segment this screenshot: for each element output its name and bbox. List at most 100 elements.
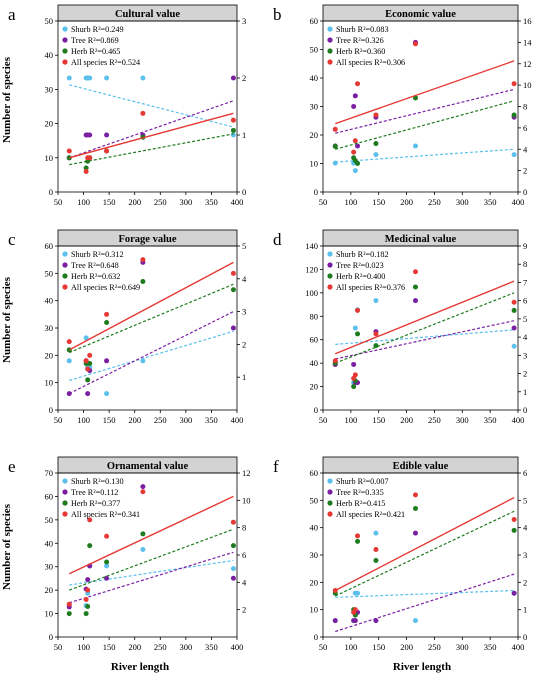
legend-marker-all-species [62, 59, 68, 65]
x-tick-label: 50 [319, 642, 328, 652]
x-tick-label: 50 [319, 197, 328, 207]
point-shurb [87, 75, 93, 81]
point-tree [355, 143, 361, 149]
point-herb [104, 320, 110, 326]
point-all-species [332, 358, 338, 364]
point-herb [66, 611, 72, 617]
y-tick-label: 60 [45, 241, 54, 251]
legend-label-all-species: All species R²=0.306 [336, 58, 405, 67]
point-shurb [373, 298, 379, 304]
y-tick-label: 10 [310, 605, 319, 615]
point-herb [373, 343, 379, 349]
legend-label-shurb: Shurb R²=0.312 [71, 250, 124, 259]
panel-letter: c [8, 230, 16, 249]
y2-tick-label: 1 [523, 387, 527, 397]
trend-line-all-species [334, 280, 515, 355]
point-all-species [140, 110, 146, 116]
y-tick-label: 30 [45, 323, 54, 333]
point-herb [140, 531, 146, 537]
point-herb [412, 506, 418, 512]
legend-label-tree: Tree R²=0.335 [336, 488, 384, 497]
point-tree [352, 93, 358, 99]
point-all-species [352, 372, 358, 378]
point-herb [412, 284, 418, 290]
legend-marker-herb [327, 273, 333, 279]
point-shurb [511, 152, 517, 158]
legend-label-all-species: All species R²=0.376 [336, 283, 405, 292]
x-tick-label: 200 [128, 415, 141, 425]
point-herb [83, 611, 89, 617]
trend-line-tree [335, 88, 515, 134]
x-tick-label: 50 [54, 642, 63, 652]
trend-line-herb [69, 133, 234, 166]
x-tick-label: 100 [77, 642, 90, 652]
y-tick-label: 50 [310, 495, 319, 505]
point-herb [511, 527, 517, 533]
legend-label-shurb: Shurb R²=0.182 [336, 250, 389, 259]
point-herb [230, 287, 236, 293]
point-shurb [104, 563, 110, 569]
y2-tick-label: 5 [523, 314, 527, 324]
y-tick-label: 40 [45, 296, 54, 306]
xlabel-right: River length [393, 661, 451, 673]
legend-marker-herb [327, 500, 333, 506]
point-all-species [373, 331, 379, 337]
point-tree [104, 358, 110, 364]
point-tree [140, 484, 146, 490]
x-tick-label: 250 [154, 415, 167, 425]
point-all-species [87, 352, 93, 358]
legend-label-all-species: All species R²=0.524 [71, 58, 140, 67]
point-tree [104, 575, 110, 581]
x-tick-label: 300 [179, 642, 192, 652]
point-herb [332, 143, 338, 149]
point-tree [412, 298, 418, 304]
x-tick-label: 50 [54, 415, 63, 425]
point-herb [104, 559, 110, 565]
y2-tick-label: 3 [523, 550, 527, 560]
plot-frame [322, 245, 519, 411]
legend-label-herb: Herb R²=0.632 [71, 272, 120, 281]
trend-line-herb [69, 528, 234, 591]
point-tree [230, 575, 236, 581]
y2-tick-label: 12 [523, 59, 532, 69]
legend-marker-tree [62, 489, 68, 495]
legend-marker-herb [62, 273, 68, 279]
point-herb [351, 384, 357, 390]
legend-marker-shurb [327, 26, 333, 32]
point-tree [511, 590, 517, 596]
point-all-species [104, 533, 110, 539]
legend-marker-shurb [62, 478, 68, 484]
point-shurb [352, 168, 358, 174]
legend-label-tree: Tree R²=0.023 [336, 261, 384, 270]
trend-line-all-species [335, 60, 515, 125]
point-all-species [511, 299, 517, 305]
x-tick-label: 250 [428, 642, 441, 652]
x-tick-label: 50 [54, 197, 63, 207]
point-tree [104, 132, 110, 138]
y2-tick-label: 6 [242, 550, 246, 560]
x-tick-label: 400 [231, 197, 244, 207]
x-tick-label: 100 [77, 197, 90, 207]
legend-label-all-species: All species R²=0.341 [71, 510, 140, 519]
point-tree [85, 391, 91, 397]
y2-tick-label: 2 [523, 166, 527, 176]
legend-label-tree: Tree R²=0.869 [71, 36, 119, 45]
legend-label-herb: Herb R²=0.377 [71, 499, 120, 508]
legend-label-herb: Herb R²=0.400 [336, 272, 385, 281]
ylabel-row-1: Number of species [1, 56, 13, 143]
x-tick-label: 350 [484, 415, 497, 425]
y-tick-label: 40 [45, 538, 54, 548]
panel-title: Economic value [385, 9, 456, 20]
y2-tick-label: 6 [523, 123, 527, 133]
trend-line-herb [335, 510, 515, 597]
x-tick-label: 150 [103, 197, 116, 207]
point-shurb [66, 75, 72, 81]
point-tree [412, 530, 418, 536]
x-tick-label: 50 [319, 415, 328, 425]
legend-marker-shurb [327, 478, 333, 484]
x-tick-label: 300 [179, 197, 192, 207]
y-tick-label: 30 [45, 84, 54, 94]
point-all-species [511, 516, 517, 522]
